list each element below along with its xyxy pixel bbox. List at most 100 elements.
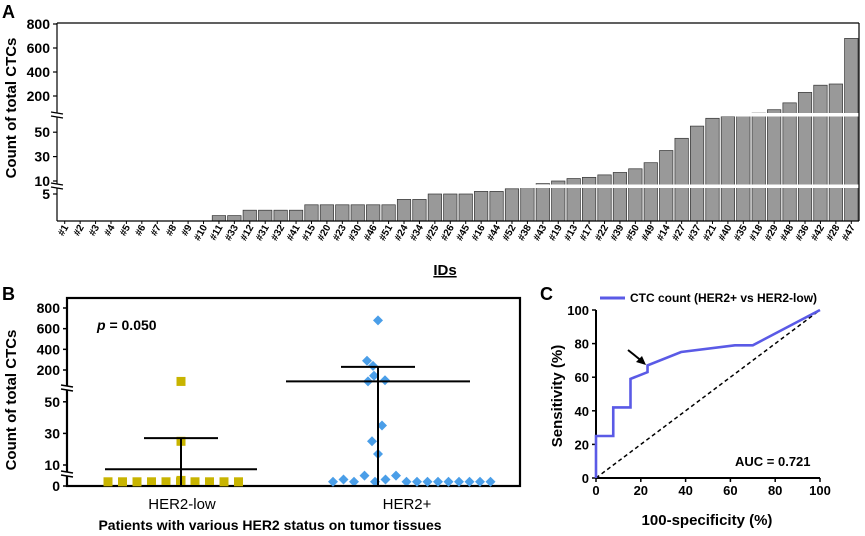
xtick-label: #52: [501, 223, 519, 243]
point-her2-low: [118, 477, 127, 487]
reference-diagonal: [595, 309, 821, 479]
bar-#42: [813, 84, 828, 222]
xtick-label: #22: [593, 223, 611, 243]
bar-#31: [258, 209, 273, 222]
ytick-label: 100: [567, 303, 589, 318]
ytick-label: 400: [27, 64, 51, 80]
point-her2-pos: [454, 476, 464, 487]
xtick-label: #15: [300, 223, 318, 243]
bar-#32: [273, 209, 288, 222]
xtick-label: 40: [678, 483, 692, 498]
point-her2-low: [147, 477, 156, 487]
point-her2-low: [190, 477, 200, 487]
bar-#52: [504, 188, 520, 222]
bar-#49: [643, 162, 658, 222]
xtick-label: #39: [609, 223, 627, 243]
panel-a-axes: 510 30 50 200 400 600 800: [27, 16, 860, 222]
panel-c-lines: [594, 308, 821, 479]
panel-c-legend-text: CTC count (HER2+ vs HER2-low): [630, 291, 817, 305]
xtick-label: #6: [133, 223, 148, 239]
point-her2-pos: [475, 476, 485, 487]
panel-b-cat-her2-pos: HER2+: [383, 496, 432, 513]
ytick-label: 20: [575, 437, 589, 452]
y-break-mark-1a: [60, 384, 74, 388]
y-break-gap-0: [61, 472, 73, 476]
y-break-mark-0b: [60, 474, 74, 478]
xtick-label: #12: [239, 223, 257, 243]
ytick-label: 30: [34, 149, 50, 165]
ytick-label: 50: [34, 124, 50, 140]
xtick-label: #42: [809, 223, 827, 243]
bar-#47: [844, 38, 859, 222]
point-her2-pos: [362, 355, 372, 366]
point-her2-pos: [380, 474, 391, 485]
point-her2-pos: [433, 476, 443, 487]
panel-b-ylabel: Count of total CTCs: [3, 330, 20, 471]
point-her2-pos: [373, 315, 383, 326]
y-break-mark-1b: [60, 388, 74, 392]
p-value: = 0.050: [106, 317, 157, 333]
xtick-label: #36: [794, 223, 812, 243]
arrow-icon: [627, 349, 646, 365]
point-her2-pos: [328, 476, 338, 487]
point-her2-pos: [377, 420, 387, 431]
bar-#45: [458, 193, 473, 222]
xtick-label: #5: [118, 223, 133, 239]
xtick-label: #38: [516, 223, 534, 243]
panel-b-box: [65, 296, 522, 488]
bar-#36: [797, 92, 813, 222]
panel-a-bars: [58, 38, 859, 222]
point-her2-pos: [412, 476, 422, 487]
xtick-label: #7: [149, 223, 164, 239]
ytick-label: 800: [37, 300, 61, 316]
xtick-label: #8: [164, 223, 179, 239]
xtick-label: #10: [192, 223, 210, 243]
point-her2-low: [219, 477, 229, 487]
bar-#29: [767, 109, 782, 222]
panel-c-label: C: [540, 284, 553, 304]
bar-#50: [628, 168, 643, 222]
bar-#35: [736, 114, 751, 222]
bar-#23: [335, 204, 350, 222]
xtick-label: #9: [180, 223, 195, 239]
xtick-label: #19: [547, 223, 565, 243]
ytick-label: 60: [575, 370, 589, 385]
panel-b-xlabel: Patients with various HER2 status on tum…: [98, 517, 441, 533]
panel-b-frame: 0 10 30 50 200 400 600 800: [37, 296, 522, 494]
xtick-label: #24: [393, 223, 411, 243]
xtick-label: #51: [377, 223, 395, 243]
bar-#27: [674, 137, 689, 222]
xtick-label: #13: [562, 223, 580, 243]
y-break-gap-1: [51, 113, 63, 117]
xtick-label: 80: [768, 483, 782, 498]
panel-a-ylabel: Count of total CTCs: [3, 38, 20, 179]
bar-#48: [782, 102, 797, 222]
xtick-label: #44: [485, 223, 503, 243]
xtick-label: #2: [72, 223, 87, 239]
point-her2-pos: [338, 474, 349, 485]
ytick-label: 10: [34, 173, 50, 189]
ytick-label: 30: [44, 425, 60, 441]
bar-#40: [720, 116, 735, 222]
y-break-mark-1b: [50, 115, 64, 119]
xtick-label: #33: [223, 223, 241, 243]
panel-b-p-annotation: p = 0.050: [96, 317, 157, 333]
bar-#16: [474, 191, 489, 222]
point-her2-low: [205, 477, 214, 487]
point-her2-pos: [359, 470, 370, 481]
xtick-label: #14: [655, 223, 673, 243]
panel-c-auc: AUC = 0.721: [735, 454, 811, 469]
xtick-label: #43: [532, 223, 550, 243]
panel-a-xlabel: IDs: [433, 262, 456, 279]
xtick-label: #21: [701, 223, 719, 243]
xtick-label: #18: [747, 223, 765, 243]
bar-#12: [242, 209, 257, 222]
xtick-label: #49: [640, 223, 658, 243]
panel-c: C Sensitivity (%) 0 20 40 60 80 100 0 20 40 60 80 1…: [540, 284, 831, 529]
bar-#34: [412, 199, 427, 222]
point-her2-pos: [349, 476, 359, 487]
xtick-label: #17: [578, 223, 596, 243]
point-her2-low: [234, 477, 243, 487]
ytick-label: 200: [37, 362, 61, 378]
